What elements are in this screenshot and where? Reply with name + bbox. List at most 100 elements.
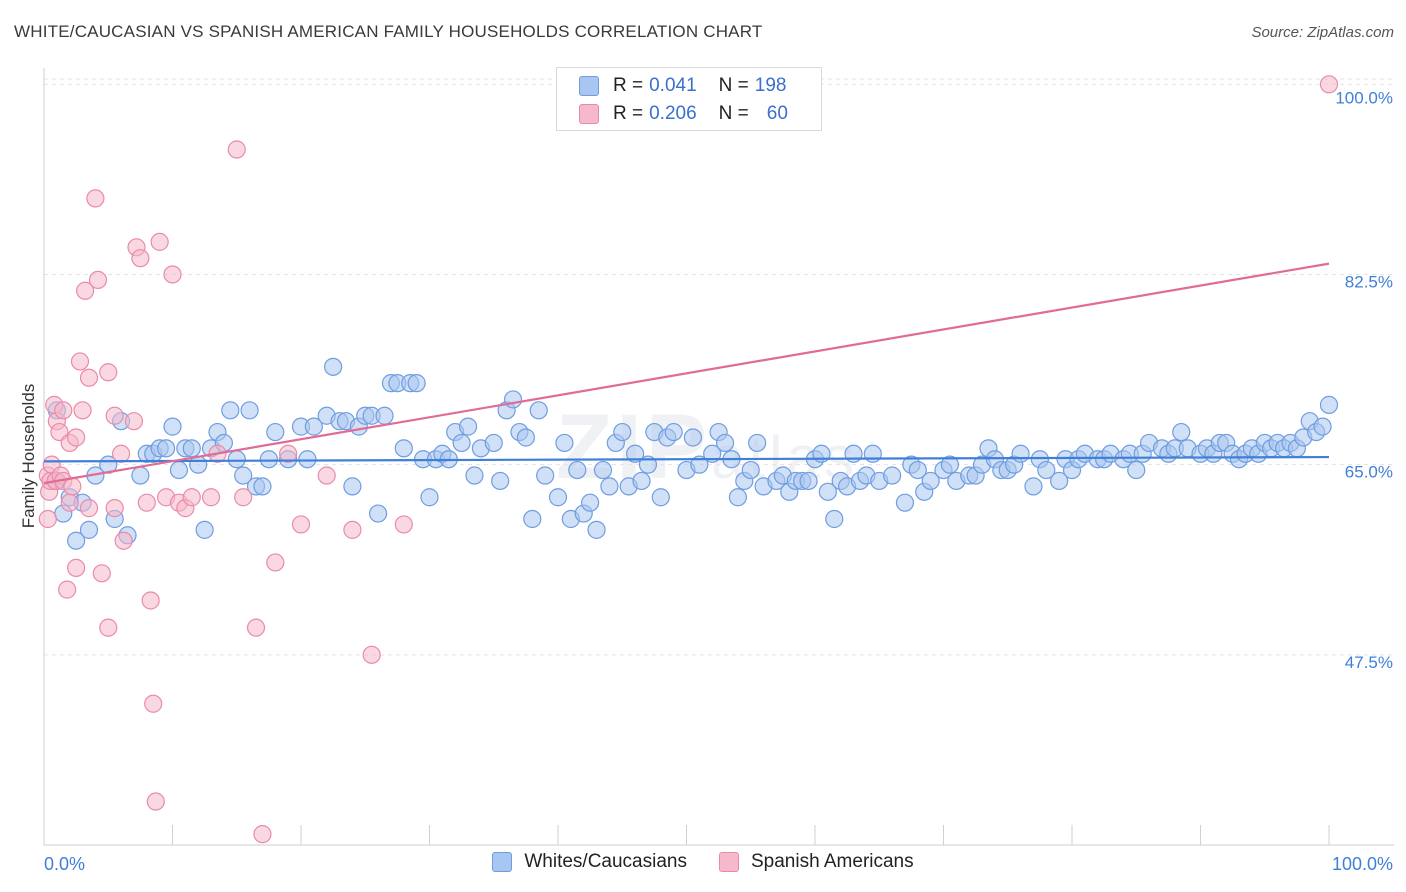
- data-point-whites: [529, 401, 548, 420]
- data-point-spanish: [79, 499, 99, 518]
- data-point-whites: [921, 471, 940, 491]
- data-point-whites: [169, 460, 189, 480]
- data-point-whites: [825, 509, 844, 529]
- data-point-spanish: [54, 401, 73, 420]
- x-tick-label-right: 100.0%: [1332, 854, 1393, 874]
- data-point-whites: [324, 357, 343, 376]
- data-point-whites: [259, 450, 278, 469]
- data-point-spanish: [291, 515, 311, 534]
- data-point-whites: [1024, 477, 1043, 496]
- axes: [43, 68, 1394, 846]
- data-point-spanish: [38, 509, 57, 529]
- data-point-whites: [555, 433, 574, 453]
- data-point-whites: [1037, 460, 1056, 480]
- data-point-whites: [581, 493, 600, 512]
- y-tick-label: 100.0%: [1335, 88, 1393, 107]
- data-point-spanish: [124, 412, 144, 431]
- data-point-spanish: [67, 558, 86, 577]
- legend-row-spanish: R = 0.206 N = 60: [579, 101, 788, 127]
- data-point-whites: [895, 493, 915, 512]
- data-point-spanish: [79, 368, 99, 387]
- source-label: Source: ZipAtlas.com: [1251, 24, 1394, 41]
- data-point-whites: [195, 520, 214, 539]
- data-point-spanish: [343, 520, 362, 539]
- data-point-whites: [298, 450, 317, 469]
- data-point-spanish: [362, 645, 381, 664]
- data-point-whites: [1011, 444, 1030, 463]
- data-point-whites: [182, 439, 201, 458]
- data-point-whites: [227, 450, 246, 469]
- data-point-whites: [587, 520, 606, 539]
- y-tick-label: 82.5%: [1345, 272, 1393, 291]
- data-point-whites: [304, 417, 323, 436]
- data-point-spanish: [144, 694, 163, 713]
- series-legend: Whites/Caucasians Spanish Americans: [0, 851, 1406, 873]
- data-point-whites: [420, 488, 439, 507]
- data-point-whites: [369, 504, 388, 523]
- data-point-spanish: [227, 140, 246, 159]
- axis-labels: 100.0% 82.5% 65.0% 47.5% 0.0% 100.0% Family Ho…: [19, 88, 1393, 874]
- data-point-spanish: [131, 249, 150, 268]
- data-point-spanish: [137, 493, 156, 512]
- data-point-whites: [452, 433, 471, 453]
- data-point-spanish: [58, 580, 77, 599]
- data-point-spanish: [146, 792, 165, 811]
- data-point-whites: [465, 466, 484, 485]
- data-point-spanish: [1319, 75, 1339, 94]
- data-point-whites: [536, 466, 555, 485]
- legend-label-whites: Whites/Caucasians: [524, 851, 687, 872]
- data-point-whites: [741, 460, 760, 480]
- legend-item-whites[interactable]: Whites/Caucasians: [492, 851, 687, 873]
- data-point-whites: [799, 471, 818, 491]
- data-point-whites: [131, 466, 150, 485]
- data-point-spanish: [163, 265, 182, 284]
- data-point-spanish: [105, 406, 124, 425]
- data-point-whites: [156, 439, 176, 458]
- data-point-whites: [503, 390, 523, 409]
- data-point-whites: [375, 406, 394, 425]
- data-point-spanish: [92, 564, 111, 583]
- data-point-whites: [1127, 460, 1146, 480]
- data-point-whites: [266, 422, 285, 442]
- legend-label-spanish: Spanish Americans: [750, 851, 914, 872]
- data-point-whites: [523, 509, 542, 529]
- data-point-spanish: [234, 488, 253, 507]
- data-point-whites: [458, 417, 478, 436]
- data-point-whites: [632, 471, 651, 491]
- legend-n-label: N =: [718, 103, 749, 124]
- data-point-spanish: [70, 352, 90, 371]
- data-point-whites: [240, 401, 259, 420]
- data-point-whites: [407, 374, 426, 393]
- data-point-whites: [613, 422, 632, 442]
- data-point-spanish: [141, 591, 160, 610]
- legend-swatch-whites: [579, 76, 599, 96]
- legend-item-spanish[interactable]: Spanish Americans: [718, 851, 914, 873]
- data-point-whites: [79, 520, 99, 539]
- legend-n-value: 60: [766, 103, 788, 124]
- y-tick-label: 47.5%: [1345, 653, 1393, 672]
- data-point-whites: [715, 433, 735, 453]
- data-point-whites: [882, 466, 902, 485]
- data-point-spanish: [246, 618, 266, 637]
- legend-r-label: R =: [613, 75, 644, 96]
- data-point-spanish: [63, 477, 82, 496]
- data-point-spanish: [99, 618, 118, 637]
- data-point-whites: [625, 444, 645, 463]
- data-point-spanish: [253, 825, 272, 844]
- trend-line-whites: [43, 455, 1330, 463]
- data-point-whites: [1172, 422, 1191, 442]
- data-point-whites: [394, 439, 413, 458]
- data-point-spanish: [111, 444, 131, 463]
- data-point-whites: [664, 422, 683, 442]
- data-point-whites: [548, 488, 568, 507]
- legend-n-value: 198: [754, 75, 787, 96]
- data-point-whites: [748, 433, 767, 453]
- data-point-spanish: [73, 401, 92, 420]
- data-point-spanish: [150, 232, 169, 251]
- legend-row-whites: R = 0.041 N = 198: [579, 73, 786, 99]
- data-point-whites: [651, 488, 670, 507]
- series-whites-points: [47, 357, 1339, 550]
- data-point-whites: [491, 471, 510, 491]
- data-point-spanish: [88, 270, 108, 290]
- legend-swatch-spanish: [718, 852, 739, 872]
